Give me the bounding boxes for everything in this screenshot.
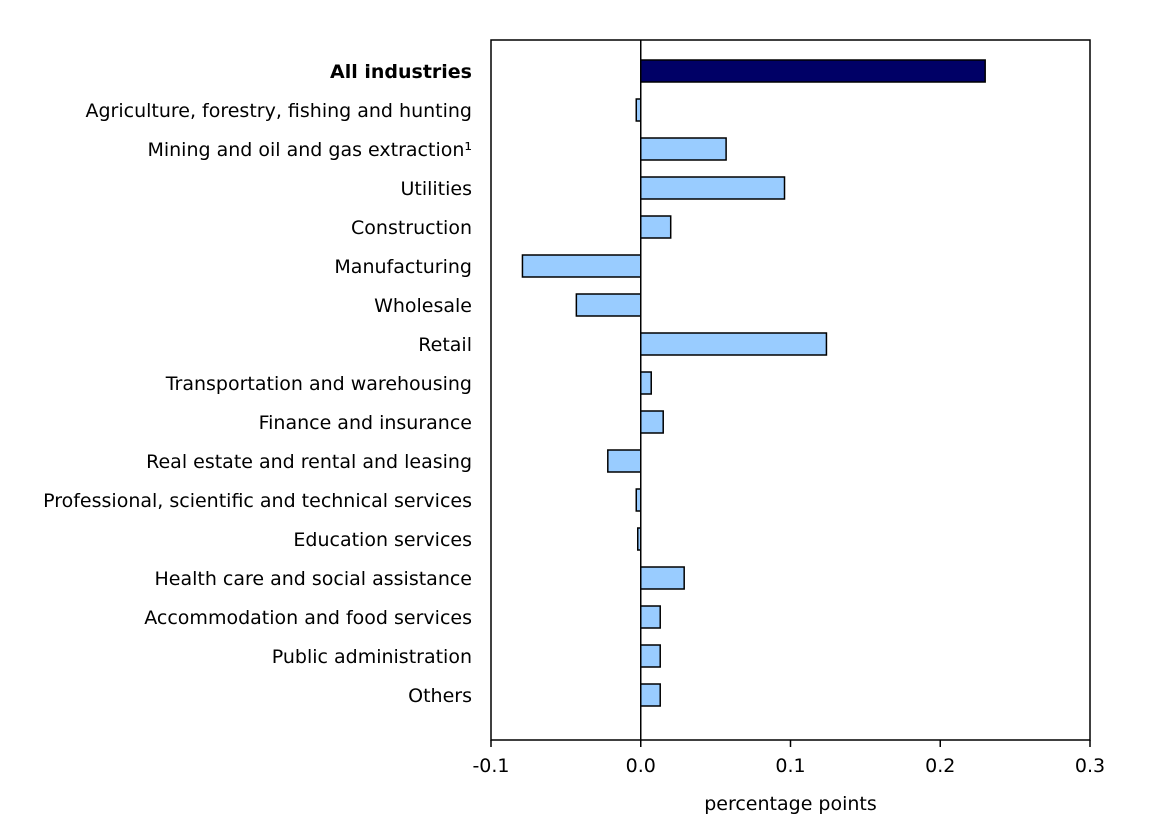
- category-label: Health care and social assistance: [154, 568, 472, 590]
- category-label: All industries: [330, 61, 472, 83]
- category-label: Utilities: [400, 178, 472, 200]
- bar-6: [575, 293, 642, 317]
- bar-7: [640, 332, 828, 356]
- category-label: Manufacturing: [334, 256, 472, 278]
- bar-3: [640, 176, 786, 200]
- category-label: Finance and insurance: [259, 412, 472, 434]
- category-label: Real estate and rental and leasing: [146, 451, 472, 473]
- x-tick-label: 0.1: [775, 755, 805, 777]
- category-label: Agriculture, forestry, fishing and hunti…: [85, 100, 472, 122]
- bar-2: [640, 137, 727, 161]
- bar-16: [640, 683, 661, 707]
- category-label: Others: [408, 685, 472, 707]
- bar-8: [640, 371, 652, 395]
- plot-frame: [490, 39, 1091, 741]
- bar-15: [640, 644, 661, 668]
- bar-13: [640, 566, 685, 590]
- category-label: Mining and oil and gas extraction¹: [147, 139, 472, 161]
- category-label: Education services: [293, 529, 472, 551]
- bar-0: [640, 59, 986, 83]
- x-tick-label: 0.2: [925, 755, 955, 777]
- category-label: Construction: [351, 217, 472, 239]
- bar-14: [640, 605, 661, 629]
- category-label: Retail: [418, 334, 472, 356]
- category-label: Accommodation and food services: [144, 607, 472, 629]
- x-tick-label: -0.1: [472, 755, 509, 777]
- category-label: Professional, scientific and technical s…: [43, 490, 472, 512]
- category-label: Transportation and warehousing: [165, 373, 472, 395]
- bar-9: [640, 410, 664, 434]
- x-tick-label: 0.3: [1075, 755, 1105, 777]
- x-axis-label: percentage points: [704, 793, 877, 815]
- bar-4: [640, 215, 672, 239]
- x-tick-label: 0.0: [626, 755, 656, 777]
- bar-10: [607, 449, 642, 473]
- bar-5: [521, 254, 642, 278]
- category-label: Wholesale: [374, 295, 472, 317]
- category-label: Public administration: [272, 646, 472, 668]
